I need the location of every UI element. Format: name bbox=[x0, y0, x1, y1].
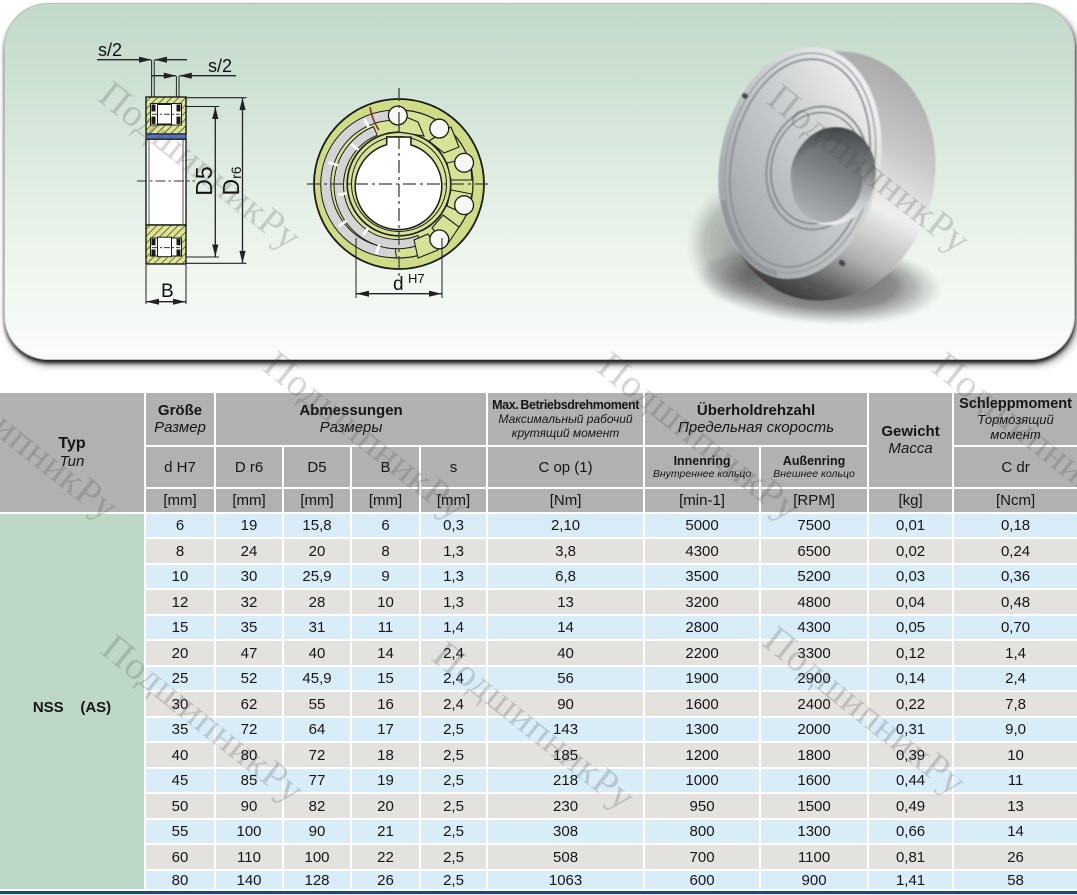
svg-text:B: B bbox=[161, 281, 174, 302]
svg-text:s/2: s/2 bbox=[98, 40, 122, 60]
svg-text:d: d bbox=[393, 274, 404, 295]
svg-text:s/2: s/2 bbox=[208, 56, 232, 76]
svg-text:H7: H7 bbox=[408, 271, 425, 286]
svg-text:D5: D5 bbox=[191, 166, 217, 195]
